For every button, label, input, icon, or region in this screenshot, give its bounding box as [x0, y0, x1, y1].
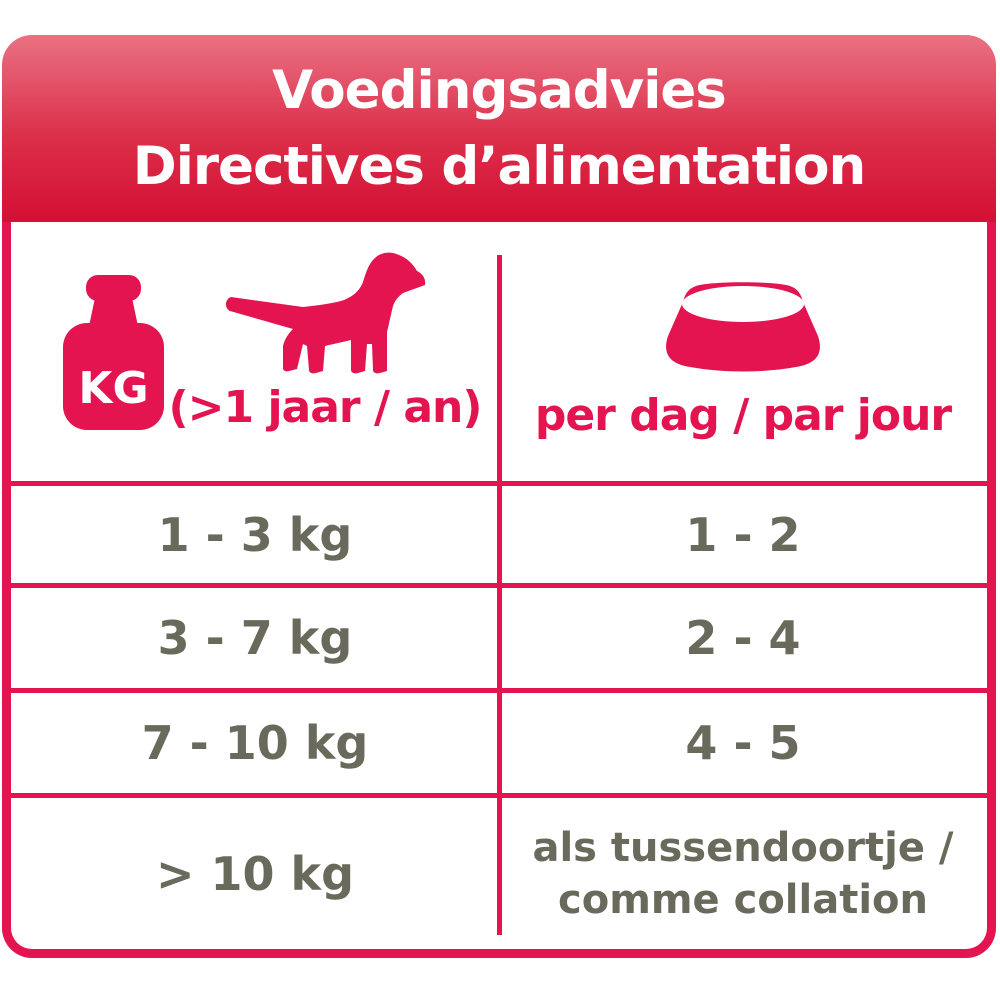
kg-icon-label: KG — [78, 363, 148, 414]
feeding-table: KG (>1 jaar / an) per dag / par jour 1 -… — [2, 222, 996, 958]
weight-column-header: KG (>1 jaar / an) — [11, 222, 499, 481]
dog-icon — [225, 252, 426, 374]
weight-kg-icon: KG — [63, 275, 164, 430]
column-divider — [497, 255, 502, 935]
weight-cell: 1 - 3 kg — [157, 507, 353, 562]
portion-cell: 1 - 2 — [685, 507, 801, 562]
weight-cell: 3 - 7 kg — [157, 611, 353, 665]
portion-cell: 2 - 4 — [685, 611, 801, 665]
portion-cell: 4 - 5 — [685, 716, 801, 770]
feeding-guide-panel: Voedingsadvies Directives d’alimentation… — [2, 35, 996, 958]
food-bowl-icon — [666, 282, 820, 372]
portion-column-header: per dag / par jour — [499, 222, 987, 481]
panel-header: Voedingsadvies Directives d’alimentation — [2, 35, 996, 222]
portion-label: per dag / par jour — [534, 390, 952, 441]
table-header-row: KG (>1 jaar / an) per dag / par jour — [11, 222, 987, 481]
portion-line-1: als tussendoortje / — [532, 824, 954, 871]
portion-line-2: comme collation — [558, 876, 928, 923]
portion-cell: als tussendoortje / comme collation — [499, 798, 987, 949]
weight-cell: > 10 kg — [155, 846, 355, 901]
dog-age-label: (>1 jaar / an) — [168, 382, 483, 433]
title-french: Directives d’alimentation — [132, 135, 866, 197]
weight-cell: 7 - 10 kg — [141, 716, 369, 770]
title-dutch: Voedingsadvies — [272, 59, 727, 121]
